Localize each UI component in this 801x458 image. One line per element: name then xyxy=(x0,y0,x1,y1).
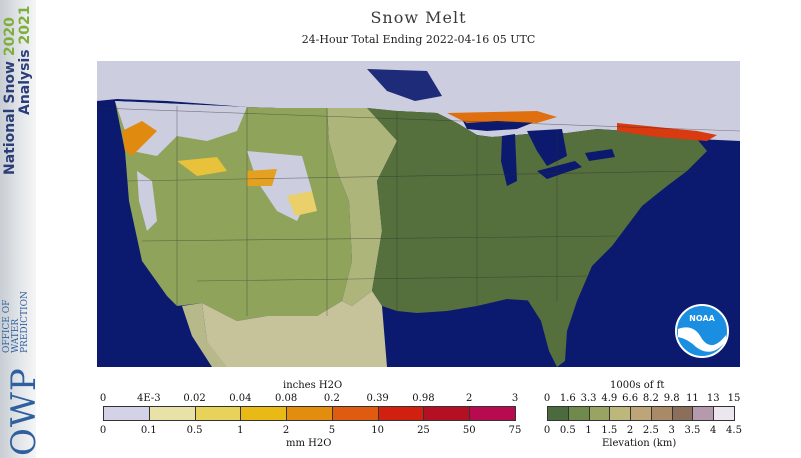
snow-sierra xyxy=(137,171,157,231)
melt-bottom-tick: 50 xyxy=(462,425,476,436)
elev-bottom-tick: 4 xyxy=(710,425,717,436)
canada-land xyxy=(97,61,740,141)
owp-logo: OWP xyxy=(4,367,44,456)
elev-bottom-tick: 2 xyxy=(626,425,634,436)
melt-swatch xyxy=(194,406,242,421)
melt-top-tick: 0.98 xyxy=(412,393,435,404)
elev-swatch xyxy=(567,406,590,421)
melt-top-tick: 0.2 xyxy=(323,393,340,404)
melt-band-north xyxy=(447,111,557,123)
elev-swatch xyxy=(713,406,735,421)
melt-top-tick: 0.02 xyxy=(183,393,206,404)
elev-bottom-tick: 3.5 xyxy=(684,425,701,436)
mexico-land xyxy=(202,291,387,367)
melt-top-label: inches H2O xyxy=(283,380,343,391)
melt-top-tick: 3 xyxy=(511,393,519,404)
elev-top-tick: 4.9 xyxy=(601,393,618,404)
elev-top-tick: 8.2 xyxy=(642,393,659,404)
map-title: Snow Melt xyxy=(370,8,467,27)
elev-bottom-label: Elevation (km) xyxy=(602,438,677,449)
elev-top-tick: 9.8 xyxy=(663,393,680,404)
map-subtitle: 24-Hour Total Ending 2022-04-16 05 UTC xyxy=(301,33,536,46)
elev-top-tick: 15 xyxy=(727,393,741,404)
melt-top-tick: 0.08 xyxy=(274,393,298,404)
melt-swatch xyxy=(148,406,196,421)
west-coast-ocean xyxy=(97,101,177,336)
sidebar-title-line2: Analysis xyxy=(17,49,33,115)
melt-swatch xyxy=(331,406,379,421)
melt-swatch xyxy=(423,406,471,421)
elev-swatch xyxy=(671,406,694,421)
baja xyxy=(182,303,227,367)
melt-swatch xyxy=(469,406,516,421)
elev-swatch xyxy=(630,406,652,421)
melt-band-idaho xyxy=(177,157,227,176)
sidebar-title-line1: National Snow xyxy=(2,61,18,175)
melt-bottom-tick: 0.5 xyxy=(186,425,203,436)
melt-top-tick: 0.39 xyxy=(366,393,389,404)
melt-bottom-tick: 10 xyxy=(371,425,385,436)
melt-band-colorado xyxy=(287,191,317,216)
melt-bottom-tick: 0.1 xyxy=(140,425,157,436)
elev-bottom-tick: 0.5 xyxy=(559,425,576,436)
elev-swatch xyxy=(650,406,673,421)
us-east-land xyxy=(367,108,707,341)
melt-top-tick: 0 xyxy=(99,393,107,404)
snow-melt-map: NOAA xyxy=(97,61,740,367)
org-name-line3: PREDICTION xyxy=(20,291,30,353)
state-borders xyxy=(97,106,740,316)
sidebar-banner: National Snow 2020 Analysis 2021 OFFICE … xyxy=(0,0,44,458)
elev-top-tick: 3.3 xyxy=(580,393,597,404)
melt-bottom-label: mm H2O xyxy=(286,438,332,449)
elev-bottom-tick: 2.5 xyxy=(642,425,659,436)
snow-northwest xyxy=(115,101,247,156)
melt-swatch xyxy=(286,406,333,421)
melt-bottom-tick: 1 xyxy=(237,425,244,436)
elev-top-label: 1000s of ft xyxy=(610,380,665,391)
org-name: OFFICE OF WATER PREDICTION xyxy=(2,291,30,353)
florida xyxy=(527,297,567,367)
hudson-bay xyxy=(367,69,442,101)
melt-bottom-tick: 25 xyxy=(417,425,430,436)
elev-bottom-tick: 4.5 xyxy=(726,425,742,436)
melt-swatch xyxy=(103,406,150,421)
elev-swatch xyxy=(692,406,715,421)
elev-bottom-tick: 1.5 xyxy=(601,425,618,436)
melt-bottom-tick: 5 xyxy=(328,425,336,436)
elev-bottom-tick: 3 xyxy=(668,425,675,436)
melt-bottom-tick: 75 xyxy=(508,425,522,436)
melt-band-wyoming xyxy=(247,169,277,186)
elev-top-tick: 13 xyxy=(706,393,720,404)
us-plains-land xyxy=(327,108,397,306)
noaa-logo-wave xyxy=(678,327,726,352)
elev-swatch xyxy=(547,406,569,421)
elev-bottom-tick: 1 xyxy=(585,425,592,436)
elev-bottom-tick: 0 xyxy=(543,425,551,436)
sidebar-year1: 2020 xyxy=(2,17,18,57)
melt-band-west xyxy=(122,121,157,156)
melt-top-tick: 0.04 xyxy=(229,393,252,404)
elev-top-tick: 1.6 xyxy=(559,393,576,404)
elev-top-tick: 11 xyxy=(686,393,699,404)
elev-swatch xyxy=(588,406,611,421)
melt-bottom-tick: 2 xyxy=(282,425,290,436)
lake-ontario xyxy=(585,149,615,161)
noaa-logo-circle xyxy=(675,304,729,358)
melt-top-tick: 4E-3 xyxy=(136,393,161,404)
melt-swatch xyxy=(377,406,425,421)
noaa-logo: NOAA xyxy=(675,304,729,358)
elev-top-tick: 6.6 xyxy=(622,393,639,404)
melt-swatch xyxy=(240,406,288,421)
melt-bottom-tick: 0 xyxy=(99,425,107,436)
lake-michigan xyxy=(501,134,517,186)
elev-top-tick: 0 xyxy=(543,393,551,404)
noaa-logo-text: NOAA xyxy=(689,314,715,323)
melt-top-tick: 2 xyxy=(466,393,473,404)
lake-erie xyxy=(537,161,582,179)
elev-swatch xyxy=(609,406,632,421)
